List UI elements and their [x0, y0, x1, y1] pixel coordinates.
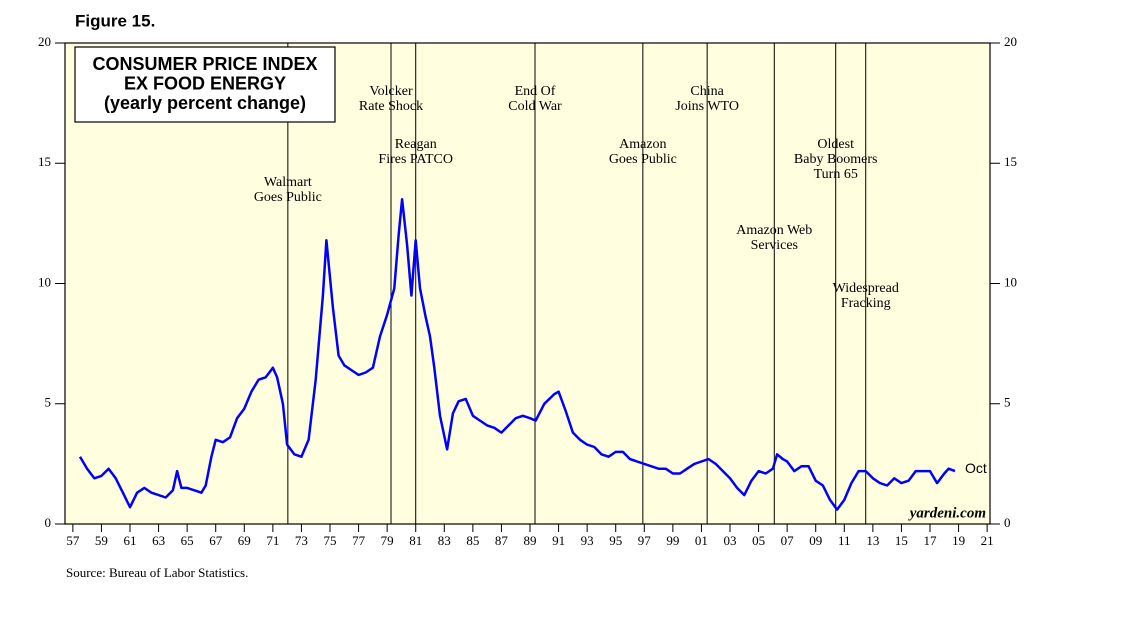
y-tick-label: 15: [1004, 154, 1017, 169]
x-tick-label: 03: [724, 533, 737, 548]
figure-label: Figure 15.: [75, 11, 155, 30]
x-tick-label: 95: [609, 533, 622, 548]
event-label: Turn 65: [814, 167, 858, 182]
event-label: Oldest: [817, 137, 854, 152]
x-tick-label: 83: [438, 533, 451, 548]
x-tick-label: 67: [209, 533, 223, 548]
x-tick-label: 99: [666, 533, 679, 548]
x-tick-label: 75: [324, 533, 337, 548]
x-tick-label: 13: [866, 533, 879, 548]
end-label: Oct: [965, 460, 987, 476]
x-tick-label: 89: [524, 533, 537, 548]
x-tick-label: 05: [752, 533, 765, 548]
event-label: Goes Public: [609, 152, 677, 167]
y-tick-label: 10: [38, 274, 51, 289]
x-tick-label: 81: [409, 533, 422, 548]
x-tick-label: 63: [152, 533, 165, 548]
x-tick-label: 71: [266, 533, 279, 548]
watermark: yardeni.com: [908, 505, 986, 521]
x-tick-label: 65: [181, 533, 194, 548]
x-tick-label: 01: [695, 533, 708, 548]
x-tick-label: 91: [552, 533, 565, 548]
x-tick-label: 69: [238, 533, 251, 548]
y-tick-label: 5: [45, 395, 52, 410]
x-tick-label: 21: [981, 533, 994, 548]
x-tick-label: 85: [466, 533, 479, 548]
event-label: Reagan: [395, 137, 437, 152]
x-tick-label: 93: [581, 533, 594, 548]
plot-border: [64, 42, 991, 525]
chart-title: CONSUMER PRICE INDEX: [92, 54, 317, 74]
x-tick-label: 73: [295, 533, 308, 548]
chart-title: (yearly percent change): [104, 93, 306, 113]
x-tick-label: 97: [638, 533, 652, 548]
source: Source: Bureau of Labor Statistics.: [66, 565, 248, 580]
event-label: Joins WTO: [675, 99, 739, 114]
x-tick-label: 79: [381, 533, 394, 548]
event-label: Widespread: [833, 281, 899, 296]
event-label: Fires PATCO: [378, 152, 453, 167]
y-tick-label: 5: [1004, 395, 1011, 410]
event-label: Services: [751, 238, 798, 253]
y-tick-label: 20: [38, 34, 51, 49]
y-tick-label: 20: [1004, 34, 1017, 49]
title-box: [74, 46, 336, 123]
event-label: Amazon: [619, 137, 666, 152]
x-tick-label: 59: [95, 533, 108, 548]
event-label: End Of: [515, 84, 556, 99]
x-tick-label: 77: [352, 533, 366, 548]
event-label: China: [690, 84, 724, 99]
event-label: Walmart: [264, 175, 312, 190]
event-label: Rate Shock: [359, 99, 423, 114]
event-label: Cold War: [508, 99, 562, 114]
cpi-line: [78, 198, 956, 511]
x-tick-label: 17: [924, 533, 938, 548]
event-label: Amazon Web: [736, 223, 812, 238]
x-tick-label: 19: [952, 533, 965, 548]
x-tick-label: 87: [495, 533, 509, 548]
x-tick-label: 15: [895, 533, 908, 548]
event-label: Volcker: [369, 84, 413, 99]
y-tick-label: 0: [1004, 515, 1011, 530]
x-tick-label: 07: [781, 533, 795, 548]
chart-title: EX FOOD ENERGY: [124, 73, 286, 93]
y-tick-label: 10: [1004, 274, 1017, 289]
event-label: Fracking: [841, 296, 891, 311]
x-tick-label: 61: [124, 533, 137, 548]
event-label: Baby Boomers: [794, 152, 878, 167]
x-tick-label: 11: [838, 533, 851, 548]
y-tick-label: 15: [38, 154, 51, 169]
y-tick-label: 0: [45, 515, 52, 530]
x-tick-label: 57: [66, 533, 80, 548]
event-label: Goes Public: [254, 190, 322, 205]
x-tick-label: 09: [809, 533, 822, 548]
